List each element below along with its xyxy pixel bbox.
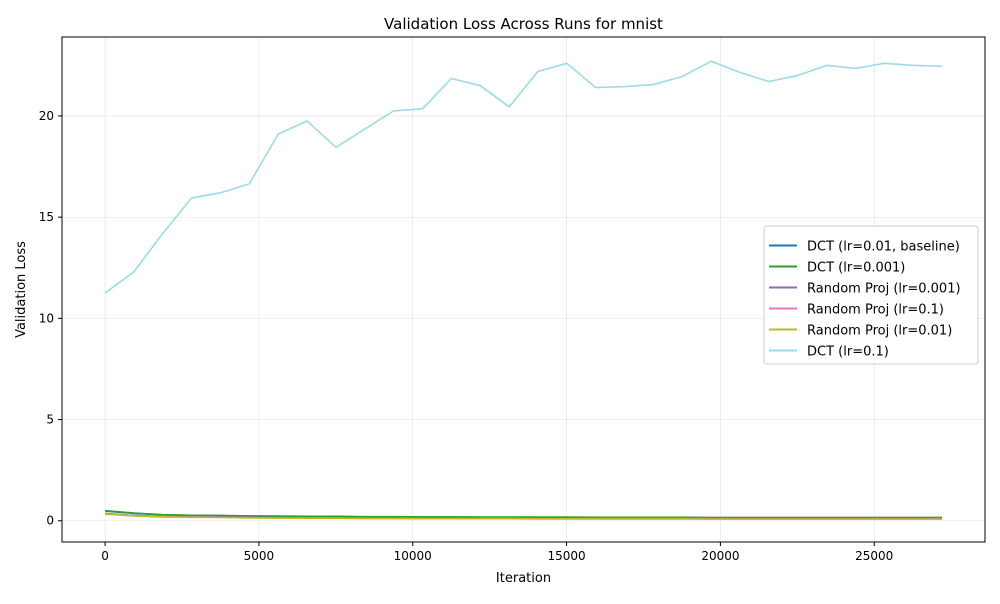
x-tick-label: 20000 [701, 549, 739, 563]
legend-label: DCT (lr=0.01, baseline) [807, 240, 960, 255]
x-tick-label: 5000 [244, 549, 275, 563]
grid [62, 37, 985, 542]
legend-label: Random Proj (lr=0.001) [807, 282, 961, 297]
x-tick-label: 0 [101, 549, 109, 563]
plot-area-frame [61, 36, 986, 543]
y-tick-label: 0 [46, 514, 54, 528]
legend-label: Random Proj (lr=0.1) [807, 303, 944, 318]
x-tick-label: 25000 [855, 549, 893, 563]
legend-label: DCT (lr=0.1) [807, 345, 889, 360]
legend-label: Random Proj (lr=0.01) [807, 324, 952, 339]
series-line [105, 513, 942, 520]
y-axis-label: Validation Loss [14, 241, 29, 338]
series-line [104, 60, 943, 294]
y-tick-label: 10 [39, 311, 54, 325]
series-lines [104, 60, 943, 520]
legend-box [763, 225, 979, 365]
y-tick-label: 5 [46, 413, 54, 427]
legend: DCT (lr=0.01, baseline) DCT (lr=0.001) Ran… [763, 225, 979, 365]
x-tick-label: 10000 [394, 549, 432, 563]
x-tick-label: 15000 [547, 549, 585, 563]
series-line [105, 509, 942, 519]
y-tick-label: 20 [39, 109, 54, 123]
axis-ticks: 0 5000 10000 15000 20000 25000 0 5 10 15 20 [39, 109, 894, 563]
legend-label: DCT (lr=0.001) [807, 261, 905, 276]
x-axis-label: Iteration [496, 571, 551, 586]
y-tick-label: 15 [39, 210, 54, 224]
chart-title: Validation Loss Across Runs for mnist [384, 15, 663, 33]
